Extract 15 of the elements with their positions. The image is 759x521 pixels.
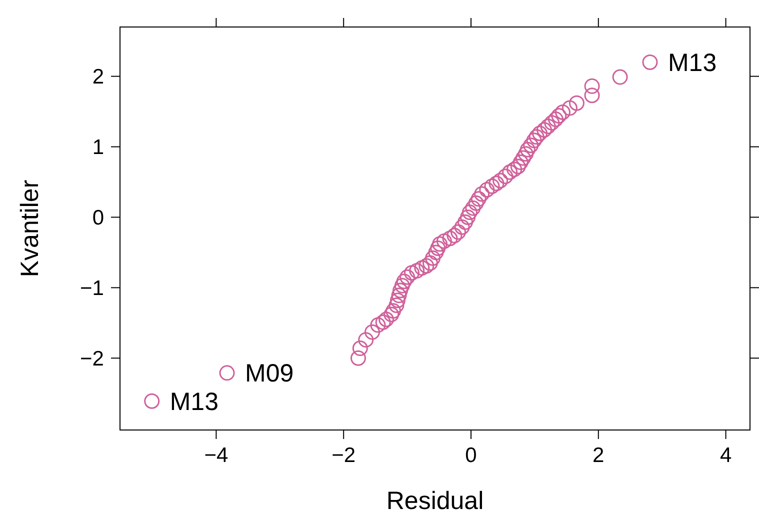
y-axis-title: Kvantiler: [16, 180, 44, 278]
x-tick-label: 4: [720, 444, 732, 467]
y-tick-label: 2: [92, 66, 104, 89]
annotation: M13: [668, 48, 717, 77]
x-tick-label: 0: [465, 444, 477, 467]
y-tick-label: −2: [80, 347, 104, 370]
annotation: M13: [170, 388, 218, 416]
x-tick-label: 2: [592, 444, 604, 467]
x-tick-label: −2: [332, 444, 356, 467]
annotation: M09: [245, 360, 294, 388]
y-tick-label: 1: [92, 136, 104, 160]
x-tick-label: −4: [204, 444, 228, 467]
x-axis-title: Residual: [386, 487, 484, 515]
y-tick-label: 0: [92, 206, 104, 230]
y-tick-label: −1: [80, 277, 104, 300]
